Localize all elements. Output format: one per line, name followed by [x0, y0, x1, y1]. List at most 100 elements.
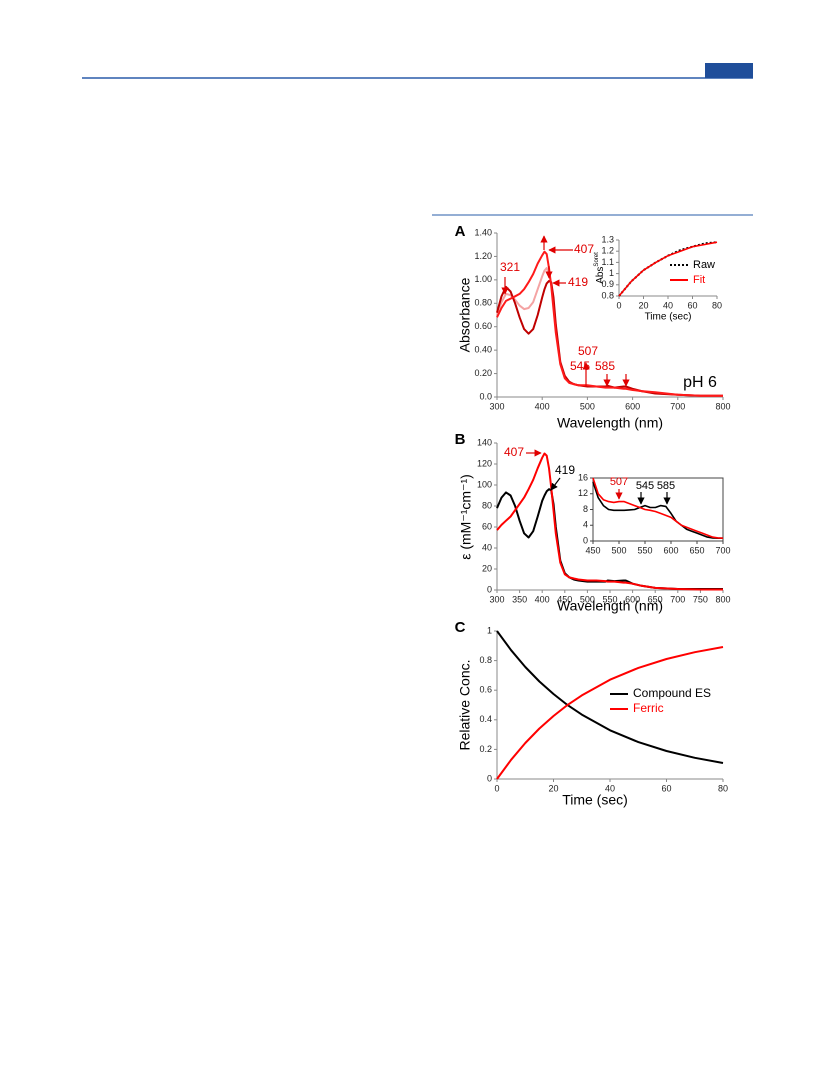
- x-tick-label: 400: [535, 401, 550, 411]
- y-tick-label: 1.40: [474, 227, 492, 237]
- y-axis-label: Absorbance: [457, 277, 473, 352]
- annotation: 585: [657, 480, 675, 492]
- y-tick-label: 0.60: [474, 321, 492, 331]
- annotation: 545: [636, 480, 654, 492]
- x-tick-label: 700: [670, 401, 685, 411]
- legend-label: Raw: [693, 259, 715, 271]
- y-tick-label: 16: [578, 472, 588, 482]
- panel-label: A: [455, 223, 466, 240]
- series-line: [592, 477, 724, 539]
- y-tick-label: 0.80: [474, 298, 492, 308]
- annotation: 407: [574, 242, 594, 256]
- series-line: [496, 630, 724, 764]
- x-tick-label: 450: [585, 545, 600, 555]
- x-tick-label: 400: [535, 594, 550, 604]
- annotation: 419: [555, 463, 575, 477]
- series-line: [592, 481, 723, 539]
- x-tick-label: 550: [602, 594, 617, 604]
- x-tick-label: 0: [616, 300, 621, 310]
- y-tick-label: 0.6: [479, 685, 492, 695]
- x-tick-label: 700: [670, 594, 685, 604]
- annotation: 507: [578, 344, 598, 358]
- x-tick-label: 20: [638, 300, 648, 310]
- x-tick-label: 500: [580, 594, 595, 604]
- x-tick-label: 350: [512, 594, 527, 604]
- x-tick-label: 650: [689, 545, 704, 555]
- y-tick-label: 0.8: [601, 290, 614, 300]
- panel-label: B: [455, 431, 466, 448]
- legend-label: Fit: [693, 274, 705, 286]
- x-tick-label: 700: [715, 545, 730, 555]
- x-tick-label: 650: [648, 594, 663, 604]
- y-tick-label: 0: [487, 584, 492, 594]
- y-tick-label: 40: [482, 542, 492, 552]
- legend-label: Ferric: [633, 701, 664, 715]
- x-tick-label: 60: [661, 783, 671, 793]
- annotation: 419: [568, 275, 588, 289]
- annotation: 507: [610, 476, 628, 488]
- y-tick-label: 1.1: [601, 257, 614, 267]
- y-tick-label: 0.20: [474, 368, 492, 378]
- y-tick-label: 1.3: [601, 234, 614, 244]
- header-tab: [705, 63, 753, 78]
- y-tick-label: 100: [477, 479, 492, 489]
- y-tick-label: 1.2: [601, 246, 614, 256]
- y-tick-label: 0.9: [601, 279, 614, 289]
- annotation-arrow: [550, 477, 561, 491]
- x-tick-label: 800: [715, 594, 730, 604]
- x-axis-label: Wavelength (nm): [557, 415, 663, 431]
- y-tick-label: 8: [583, 504, 588, 514]
- y-tick-label: 0: [583, 535, 588, 545]
- y-tick-label: 0.0: [479, 391, 492, 401]
- y-tick-label: 1.20: [474, 251, 492, 261]
- y-tick-label: 1: [487, 625, 492, 635]
- y-tick-label: 0: [487, 773, 492, 783]
- y-tick-label: 60: [482, 521, 492, 531]
- x-tick-label: 600: [625, 401, 640, 411]
- y-tick-label: 4: [583, 520, 588, 530]
- series-line: [618, 241, 718, 297]
- y-tick-label: 0.8: [479, 655, 492, 665]
- x-tick-label: 80: [718, 783, 728, 793]
- y-tick-label: 1.00: [474, 274, 492, 284]
- series-line: [496, 488, 723, 590]
- annotation: 545: [570, 359, 590, 373]
- annotation: 321: [500, 260, 520, 274]
- y-tick-label: 12: [578, 488, 588, 498]
- x-tick-label: 0: [494, 783, 499, 793]
- x-tick-label: 60: [687, 300, 697, 310]
- x-tick-label: 40: [605, 783, 615, 793]
- series-line: [496, 646, 724, 780]
- y-tick-label: 80: [482, 500, 492, 510]
- x-tick-label: 450: [557, 594, 572, 604]
- annotation: pH 6: [683, 374, 717, 391]
- legend-label: Compound ES: [633, 686, 711, 700]
- x-axis-label: Wavelength (nm): [557, 598, 663, 614]
- x-axis-label: Time (sec): [562, 792, 628, 808]
- x-tick-label: 550: [637, 545, 652, 555]
- y-tick-label: 120: [477, 458, 492, 468]
- x-tick-label: 600: [625, 594, 640, 604]
- y-tick-label: 20: [482, 563, 492, 573]
- y-tick-label: 140: [477, 437, 492, 447]
- x-tick-label: 20: [548, 783, 558, 793]
- y-axis-label-sup: Soret: [594, 252, 600, 267]
- panel-label: C: [455, 619, 466, 636]
- x-tick-label: 40: [663, 300, 673, 310]
- x-tick-label: 800: [715, 401, 730, 411]
- y-tick-label: 1: [609, 268, 614, 278]
- series-line: [496, 250, 723, 397]
- annotation: 585: [595, 359, 615, 373]
- y-axis-label: AbsSoret: [594, 252, 606, 284]
- x-tick-label: 300: [489, 594, 504, 604]
- y-axis-label: Relative Conc.: [457, 659, 473, 750]
- x-axis-label: Time (sec): [645, 312, 692, 323]
- y-axis-label-main: Abs: [595, 267, 606, 284]
- y-tick-label: 0.40: [474, 345, 492, 355]
- y-axis-label: ε (mM⁻¹cm⁻¹): [458, 474, 474, 560]
- x-tick-label: 80: [712, 300, 722, 310]
- x-tick-label: 500: [580, 401, 595, 411]
- annotation: 407: [504, 445, 524, 459]
- x-tick-label: 750: [693, 594, 708, 604]
